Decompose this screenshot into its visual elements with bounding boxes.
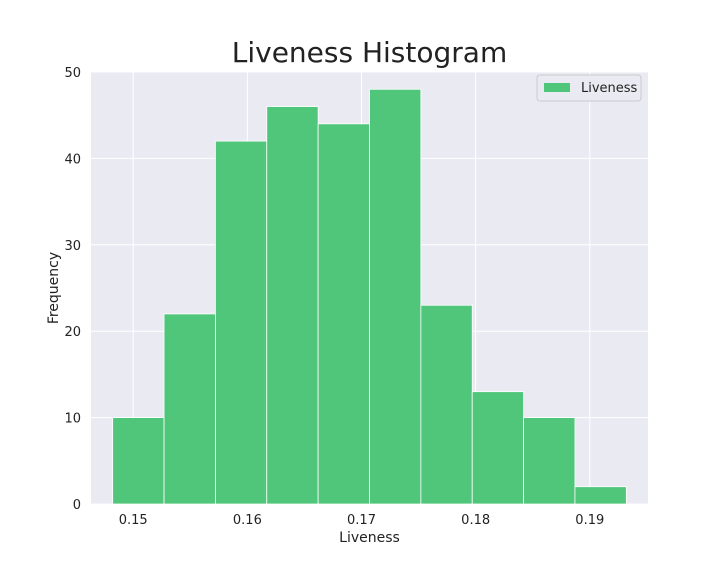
y-tick-label: 0 (73, 498, 81, 513)
y-axis-label: Frequency (46, 252, 62, 324)
histogram-bar (163, 313, 216, 505)
legend: Liveness (536, 74, 642, 102)
x-tick-label: 0.17 (347, 513, 376, 528)
histogram-bar (471, 391, 524, 505)
x-axis-label: Liveness (339, 530, 400, 546)
y-axis-ticks: 0 10 20 30 40 50 (64, 66, 81, 513)
x-tick-label: 0.16 (233, 513, 262, 528)
histogram-bar (369, 88, 422, 505)
legend-swatch (544, 83, 570, 92)
x-tick-label: 0.18 (461, 513, 490, 528)
y-tick-label: 30 (64, 239, 81, 254)
x-tick-label: 0.19 (575, 513, 604, 528)
histogram-bar (420, 304, 473, 505)
histogram-bar (266, 106, 319, 505)
legend-label: Liveness (581, 81, 638, 96)
histogram-bar (215, 140, 268, 505)
y-tick-label: 50 (64, 66, 81, 81)
histogram-bar (574, 486, 627, 505)
x-tick-label: 0.15 (119, 513, 148, 528)
y-tick-label: 40 (64, 152, 81, 167)
y-tick-label: 20 (64, 325, 81, 340)
legend-box (536, 74, 642, 102)
histogram-bar (112, 417, 165, 505)
histogram-bar (523, 417, 576, 505)
histogram-bar (317, 123, 370, 505)
chart-title: Liveness Histogram (232, 36, 507, 69)
x-axis-ticks: 0.15 0.16 0.17 0.18 0.19 (119, 513, 605, 528)
histogram-bars (112, 88, 627, 505)
y-tick-label: 10 (64, 412, 81, 427)
